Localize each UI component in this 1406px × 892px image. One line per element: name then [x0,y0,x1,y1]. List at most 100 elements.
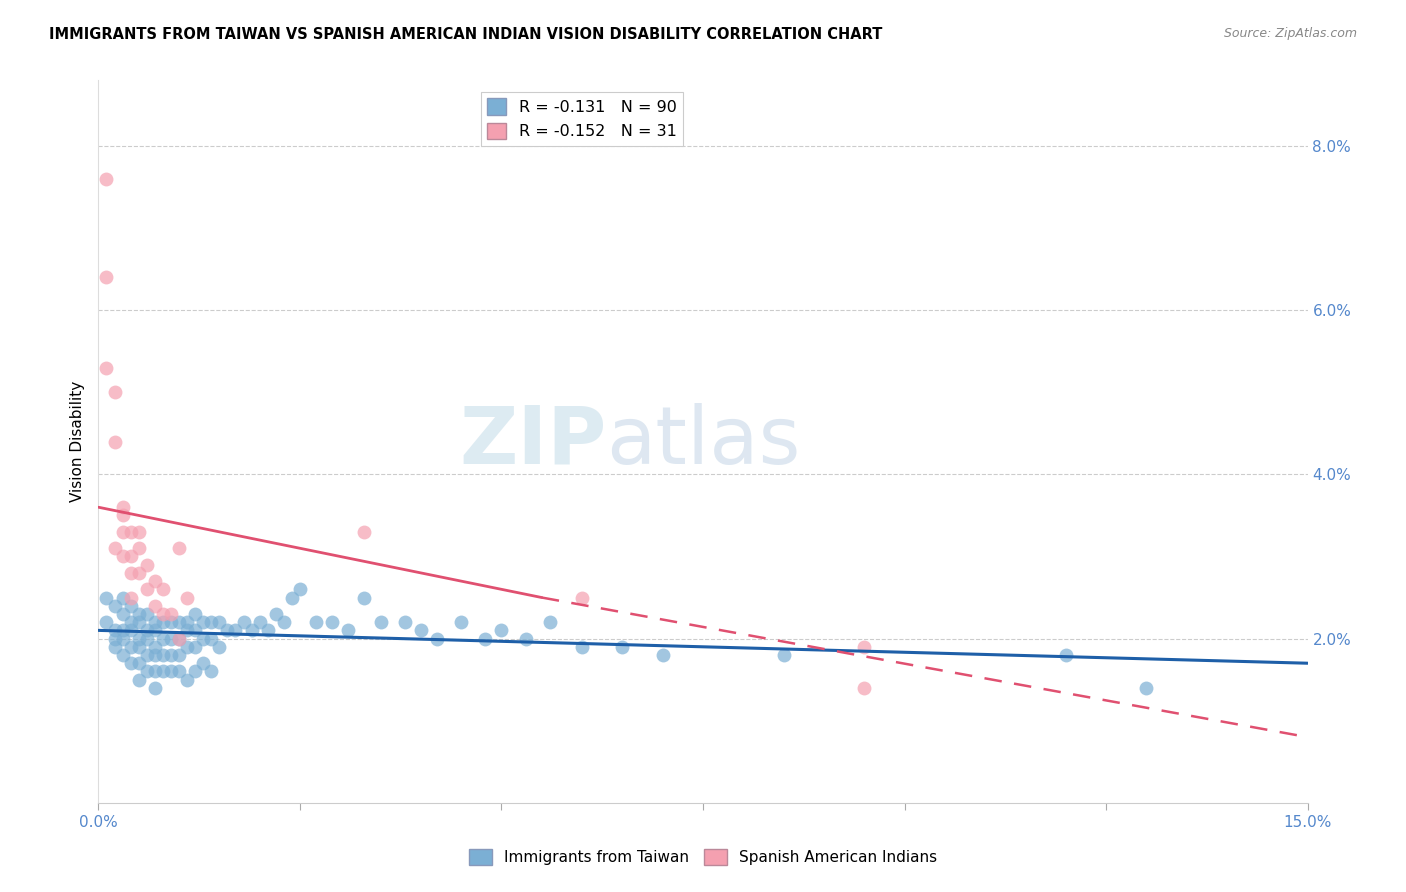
Point [128,657,150,671]
Point [273,615,295,630]
Point [193,657,215,671]
Point [249,615,271,630]
Point [135,624,157,638]
Text: ZIP: ZIP [458,402,606,481]
Point [120,549,142,564]
Point [103,640,125,654]
Point [184,624,207,638]
Point [167,648,190,662]
Point [120,615,142,630]
Point [96,360,118,375]
Point [224,624,246,638]
Point [103,541,125,556]
Point [120,599,142,613]
Point [160,648,183,662]
Point [111,591,134,605]
Point [193,615,215,630]
Point [152,665,174,679]
Point [103,599,125,613]
Point [232,615,254,630]
Point [143,615,166,630]
Point [96,171,118,186]
Point [176,640,198,654]
Point [217,624,239,638]
Point [103,385,125,400]
Point [167,665,190,679]
Y-axis label: Vision Disability: Vision Disability [69,381,84,502]
Point [135,607,157,621]
Point [120,524,142,539]
Point [612,640,634,654]
Point [135,632,157,646]
Point [176,673,198,687]
Legend: Immigrants from Taiwan, Spanish American Indians: Immigrants from Taiwan, Spanish American… [463,843,943,871]
Point [264,607,287,621]
Point [128,541,150,556]
Point [167,632,190,646]
Point [426,632,449,646]
Point [200,665,222,679]
Point [128,640,150,654]
Point [96,615,118,630]
Point [135,558,157,572]
Point [240,624,263,638]
Point [281,591,304,605]
Point [160,632,183,646]
Point [176,615,198,630]
Point [103,632,125,646]
Point [184,607,207,621]
Point [160,665,183,679]
Point [111,524,134,539]
Point [120,566,142,580]
Point [120,591,142,605]
Point [152,607,174,621]
Point [538,615,561,630]
Point [176,624,198,638]
Point [111,549,134,564]
Text: atlas: atlas [606,402,800,481]
Point [167,541,190,556]
Point [184,640,207,654]
Point [96,591,118,605]
Point [450,615,472,630]
Point [474,632,496,646]
Point [353,524,375,539]
Point [128,615,150,630]
Point [128,607,150,621]
Point [111,500,134,515]
Point [128,524,150,539]
Point [143,599,166,613]
Point [337,624,360,638]
Point [152,648,174,662]
Point [143,648,166,662]
Point [143,665,166,679]
Point [135,582,157,597]
Point [103,624,125,638]
Point [96,270,118,285]
Point [103,434,125,449]
Point [160,607,183,621]
Point [143,624,166,638]
Point [853,640,876,654]
Point [128,566,150,580]
Point [1054,648,1077,662]
Point [1135,681,1157,695]
Point [321,615,343,630]
Point [135,665,157,679]
Point [409,624,432,638]
Point [651,648,673,662]
Point [491,624,513,638]
Point [143,640,166,654]
Point [152,632,174,646]
Legend: R = -0.131   N = 90, R = -0.152   N = 31: R = -0.131 N = 90, R = -0.152 N = 31 [481,92,683,145]
Point [152,615,174,630]
Point [208,640,231,654]
Point [120,624,142,638]
Point [184,665,207,679]
Point [256,624,278,638]
Point [111,632,134,646]
Point [111,624,134,638]
Point [111,607,134,621]
Point [193,632,215,646]
Point [143,574,166,588]
